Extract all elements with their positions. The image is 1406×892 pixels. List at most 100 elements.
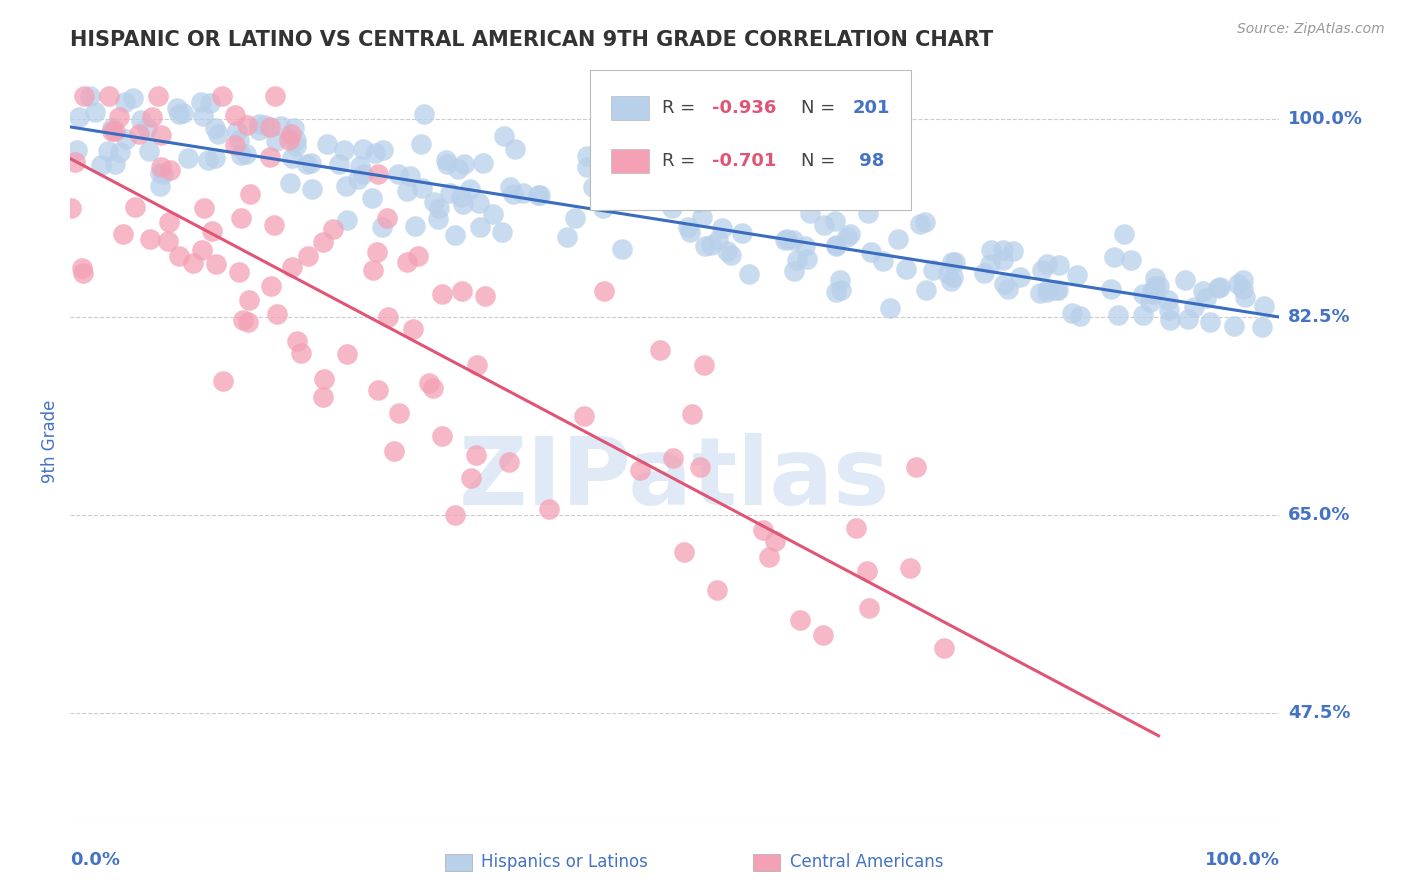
Point [211,89,233,103]
Point [377,310,399,325]
Point [128,127,150,141]
Point [666,186,689,201]
FancyBboxPatch shape [754,854,780,871]
Point [66,143,89,157]
Point [898,561,921,575]
Point [259,150,281,164]
Point [1232,282,1254,296]
Point [236,118,259,132]
Point [681,194,703,208]
Point [915,283,938,297]
Point [1121,252,1143,267]
Point [297,157,319,171]
Point [465,358,488,372]
Point [575,148,598,162]
Text: -0.936: -0.936 [713,99,776,117]
Point [98,89,121,103]
Text: 0.0%: 0.0% [70,851,121,869]
Point [693,358,716,372]
Point [1099,282,1122,296]
Point [239,187,262,202]
Point [678,225,700,239]
Point [322,221,344,235]
Point [824,238,846,252]
Text: 100.0%: 100.0% [1288,110,1362,128]
Point [197,153,219,168]
Text: -0.701: -0.701 [713,152,776,170]
Point [572,409,595,423]
Point [238,293,260,308]
Point [183,256,205,270]
Point [297,249,319,263]
FancyBboxPatch shape [446,854,472,871]
Point [447,161,470,176]
Point [72,260,94,275]
Point [773,232,796,246]
Point [97,144,120,158]
Point [716,244,738,259]
Point [235,147,257,161]
Point [290,345,312,359]
Point [193,109,215,123]
Point [67,111,90,125]
Point [371,219,394,234]
Point [395,255,418,269]
Point [1147,278,1170,293]
Point [786,252,808,267]
Point [1251,320,1274,334]
Point [688,192,710,206]
Point [388,406,411,420]
Point [932,640,955,655]
Point [835,230,858,244]
Point [672,545,695,559]
Point [1223,318,1246,333]
Point [730,226,752,240]
Point [224,138,246,153]
Point [498,455,520,469]
Text: 65.0%: 65.0% [1288,506,1350,524]
Point [229,147,252,161]
Point [1226,277,1249,292]
Point [630,169,652,183]
Point [141,110,163,124]
Point [658,170,681,185]
Point [845,521,868,535]
Point [146,89,169,103]
Point [1036,282,1059,296]
Point [751,523,773,537]
Point [204,151,226,165]
Point [139,232,162,246]
Point [481,207,503,221]
Text: Hispanics or Latinos: Hispanics or Latinos [481,854,648,871]
Point [1132,286,1154,301]
Point [973,266,995,280]
Point [387,167,409,181]
Point [301,182,323,196]
Point [673,169,696,184]
Point [1142,284,1164,298]
Point [406,249,429,263]
Point [115,132,138,146]
Text: 100.0%: 100.0% [1205,851,1279,869]
Point [228,265,250,279]
Point [108,145,131,160]
Point [172,106,194,120]
Point [266,307,288,321]
Point [104,123,127,137]
Point [436,157,458,171]
Point [364,146,387,161]
Text: Source: ZipAtlas.com: Source: ZipAtlas.com [1237,22,1385,37]
Point [499,180,522,194]
Point [280,127,302,141]
Point [225,124,247,138]
Point [657,182,679,196]
Point [396,184,419,198]
Point [1234,290,1257,304]
Point [114,95,136,110]
Point [129,112,152,127]
Point [90,158,112,172]
Point [1157,302,1180,317]
Text: HISPANIC OR LATINO VS CENTRAL AMERICAN 9TH GRADE CORRELATION CHART: HISPANIC OR LATINO VS CENTRAL AMERICAN 9… [70,29,994,50]
Point [136,121,159,136]
Point [1045,283,1067,297]
